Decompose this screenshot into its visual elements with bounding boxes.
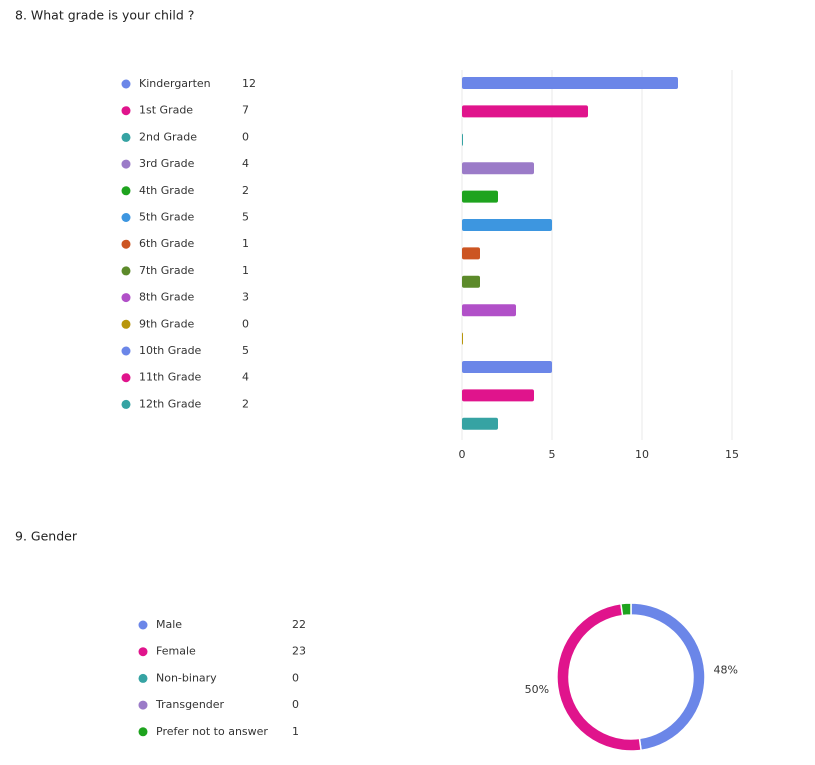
slice-label: 48% [714,664,738,677]
bar [462,190,498,203]
legend-dot [138,700,148,710]
legend-dot [138,620,148,630]
legend-dot [121,293,131,303]
bar [462,275,480,288]
legend-label: 9th Grade [139,317,195,330]
legend-label: Kindergarten [139,77,211,90]
legend-dot [121,213,131,222]
legend-count: 22 [292,618,306,631]
legend-count: 0 [242,130,249,143]
legend-dot [121,79,131,89]
legend-label: 8th Grade [139,291,195,304]
legend-dot [138,673,148,683]
legend-dot [138,647,148,657]
legend-dot [121,266,131,276]
legend-label: 4th Grade [139,184,195,197]
legend-count: 12 [242,77,256,90]
legend-label: 6th Grade [139,237,195,250]
slice-label: 50% [525,683,549,696]
legend-label: Non-binary [156,671,217,684]
legend-count: 1 [242,264,249,277]
legend-count: 23 [292,645,306,658]
x-tick-label: 10 [635,448,649,461]
donut-slice [630,602,706,752]
legend-label: 7th Grade [139,264,195,277]
legend-label: Male [156,618,182,631]
legend-dot [121,373,131,383]
bar [462,77,678,89]
x-tick-label: 5 [549,448,556,461]
donut-slice [620,602,632,617]
bar [462,247,480,260]
legend-dot [121,132,131,142]
question-title: 8. What grade is your child ? [15,8,194,23]
bar [462,105,588,118]
bar [462,361,552,373]
legend-label: 2nd Grade [139,130,197,143]
bar [462,389,534,402]
legend-count: 0 [242,317,249,330]
legend-label: Transgender [155,698,225,711]
legend-dot [121,239,131,249]
legend-count: 0 [292,698,299,711]
legend-dot [121,106,131,116]
legend-label: 11th Grade [139,371,202,384]
legend-count: 5 [242,211,249,224]
legend-dot [121,319,131,329]
legend-count: 4 [242,157,249,170]
legend-label: Female [156,645,196,658]
legend-count: 2 [242,397,249,410]
legend-dot [121,186,131,196]
bar [462,219,552,231]
legend-count: 1 [242,237,249,250]
x-tick-label: 0 [459,448,466,461]
donut-slice [556,602,642,752]
bar [462,417,498,430]
legend-count: 2 [242,184,249,197]
legend-dot [138,727,148,737]
legend-dot [121,399,131,409]
question-title: 9. Gender [15,529,78,544]
legend-dot [121,159,131,169]
legend-count: 1 [292,725,299,738]
bar [462,304,516,317]
bar [462,133,463,146]
legend-label: 3rd Grade [139,157,195,170]
legend-label: Prefer not to answer [156,725,268,738]
x-tick-label: 15 [725,448,739,461]
legend-count: 4 [242,371,249,384]
legend-count: 7 [242,104,249,117]
legend-count: 5 [242,344,249,357]
bar [462,162,534,175]
legend-dot [121,346,131,356]
bar [462,332,463,345]
legend-label: 12th Grade [139,397,202,410]
legend-label: 1st Grade [139,104,193,117]
legend-count: 0 [292,671,299,684]
legend-label: 10th Grade [139,344,202,357]
legend-count: 3 [242,291,249,304]
legend-label: 5th Grade [139,211,195,224]
